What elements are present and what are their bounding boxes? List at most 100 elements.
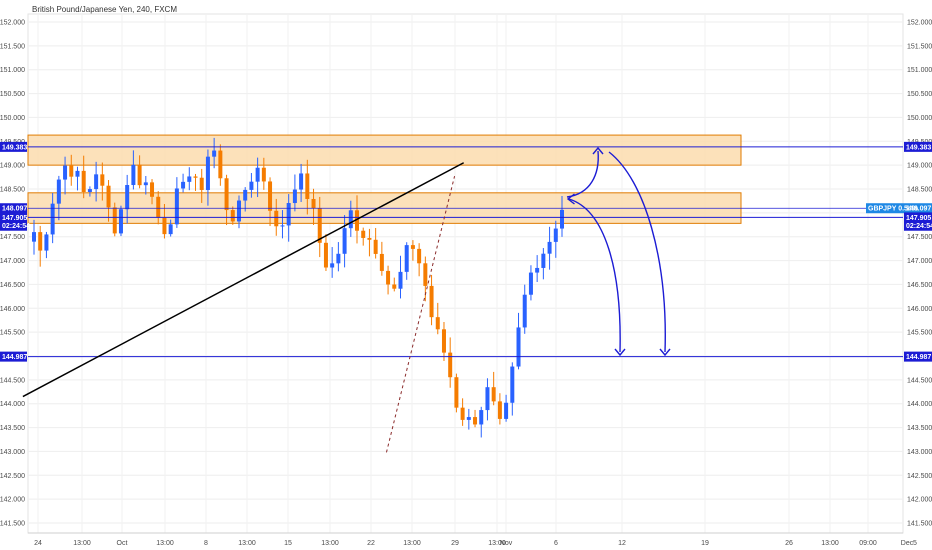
candle-down[interactable] bbox=[491, 387, 496, 402]
candle-up[interactable] bbox=[143, 182, 148, 186]
candle-down[interactable] bbox=[435, 317, 440, 330]
candle-up[interactable] bbox=[516, 327, 521, 367]
candle-down[interactable] bbox=[137, 164, 142, 186]
candle-down[interactable] bbox=[460, 407, 465, 420]
candle-up[interactable] bbox=[466, 417, 471, 420]
candle-down[interactable] bbox=[112, 207, 117, 234]
projection-arrow-down-2[interactable] bbox=[608, 151, 666, 353]
candle-down[interactable] bbox=[193, 176, 198, 178]
candle-down[interactable] bbox=[156, 196, 161, 218]
candle-up[interactable] bbox=[236, 200, 241, 222]
candle-up[interactable] bbox=[94, 174, 99, 190]
ascending-trendline[interactable] bbox=[22, 162, 465, 398]
candle-down[interactable] bbox=[454, 377, 459, 408]
candle-up[interactable] bbox=[212, 150, 217, 157]
candle-up[interactable] bbox=[336, 253, 341, 264]
candle-down[interactable] bbox=[379, 253, 384, 271]
candle-up[interactable] bbox=[286, 203, 291, 226]
candle-down[interactable] bbox=[423, 263, 428, 286]
candle-down[interactable] bbox=[274, 210, 279, 227]
candle-down[interactable] bbox=[355, 210, 360, 231]
candle-up[interactable] bbox=[63, 165, 68, 180]
candle-up[interactable] bbox=[75, 170, 80, 177]
candle-up[interactable] bbox=[205, 156, 210, 190]
candle-down[interactable] bbox=[268, 181, 273, 211]
candle-down[interactable] bbox=[38, 232, 43, 251]
candle-up[interactable] bbox=[44, 234, 49, 251]
candle-up[interactable] bbox=[553, 228, 558, 242]
candle-up[interactable] bbox=[168, 224, 173, 235]
candle-up[interactable] bbox=[292, 189, 297, 204]
candle-up[interactable] bbox=[280, 225, 285, 227]
projection-arrow-down-1[interactable] bbox=[568, 198, 621, 353]
candle-down[interactable] bbox=[311, 198, 316, 209]
candle-down[interactable] bbox=[441, 329, 446, 353]
y-tick-label-right: 147.000 bbox=[907, 258, 932, 265]
candle-down[interactable] bbox=[150, 182, 155, 197]
candle-down[interactable] bbox=[106, 185, 111, 208]
candle-down[interactable] bbox=[361, 230, 366, 238]
candle-up[interactable] bbox=[118, 209, 123, 234]
y-tick-label-left: 142.000 bbox=[0, 497, 25, 504]
candle-up[interactable] bbox=[479, 410, 484, 425]
candle-up[interactable] bbox=[56, 179, 61, 204]
candle-down[interactable] bbox=[373, 239, 378, 254]
candle-down[interactable] bbox=[429, 285, 434, 318]
y-tick-label-left: 144.500 bbox=[0, 377, 25, 384]
candle-up[interactable] bbox=[125, 185, 130, 210]
candle-down[interactable] bbox=[473, 417, 478, 425]
candle-up[interactable] bbox=[504, 402, 509, 419]
x-tick-label: 26 bbox=[785, 540, 793, 547]
candle-up[interactable] bbox=[535, 267, 540, 273]
candle-up[interactable] bbox=[404, 245, 409, 272]
y-tick-label-right: 149.000 bbox=[907, 163, 932, 170]
candle-down[interactable] bbox=[230, 210, 235, 222]
candle-up[interactable] bbox=[255, 167, 260, 182]
candle-down[interactable] bbox=[448, 352, 453, 378]
candle-down[interactable] bbox=[323, 242, 328, 268]
candle-down[interactable] bbox=[410, 245, 415, 249]
candle-up[interactable] bbox=[541, 253, 546, 268]
candle-down[interactable] bbox=[386, 270, 391, 285]
candle-up[interactable] bbox=[87, 189, 92, 192]
candle-up[interactable] bbox=[187, 176, 192, 182]
candle-down[interactable] bbox=[218, 150, 223, 179]
candle-up[interactable] bbox=[528, 272, 533, 295]
y-tick-label-left: 149.000 bbox=[0, 163, 25, 170]
candle-up[interactable] bbox=[330, 263, 335, 268]
candle-up[interactable] bbox=[181, 181, 186, 189]
candle-down[interactable] bbox=[81, 170, 86, 192]
candle-up[interactable] bbox=[398, 271, 403, 289]
candle-up[interactable] bbox=[50, 203, 55, 235]
y-tick-label-left: 142.500 bbox=[0, 473, 25, 480]
candle-up[interactable] bbox=[348, 210, 353, 229]
candle-up[interactable] bbox=[510, 366, 515, 403]
candle-down[interactable] bbox=[367, 237, 372, 240]
candle-up[interactable] bbox=[342, 228, 347, 254]
candle-down[interactable] bbox=[417, 248, 422, 264]
candle-up[interactable] bbox=[522, 294, 527, 328]
candle-down[interactable] bbox=[100, 174, 105, 186]
candle-down[interactable] bbox=[199, 177, 204, 190]
candle-up[interactable] bbox=[547, 241, 552, 254]
candle-up[interactable] bbox=[32, 232, 36, 242]
candle-down[interactable] bbox=[261, 167, 266, 182]
price-level-tag-left-text: 148.097 bbox=[2, 206, 27, 213]
candle-down[interactable] bbox=[162, 217, 167, 235]
candle-up[interactable] bbox=[299, 173, 304, 190]
candle-down[interactable] bbox=[392, 284, 397, 289]
candle-up[interactable] bbox=[174, 188, 179, 225]
candle-down[interactable] bbox=[69, 165, 74, 177]
candle-up[interactable] bbox=[560, 209, 564, 229]
candle-up[interactable] bbox=[249, 181, 254, 190]
candle-up[interactable] bbox=[243, 189, 248, 201]
candle-down[interactable] bbox=[224, 178, 229, 211]
candle-down[interactable] bbox=[305, 173, 310, 199]
candle-up[interactable] bbox=[485, 387, 490, 411]
candle-down[interactable] bbox=[317, 208, 322, 243]
candle-down[interactable] bbox=[497, 401, 502, 419]
x-tick-label: Dec bbox=[901, 540, 914, 547]
candle-up[interactable] bbox=[131, 164, 136, 186]
y-tick-label-right: 141.500 bbox=[907, 521, 932, 528]
